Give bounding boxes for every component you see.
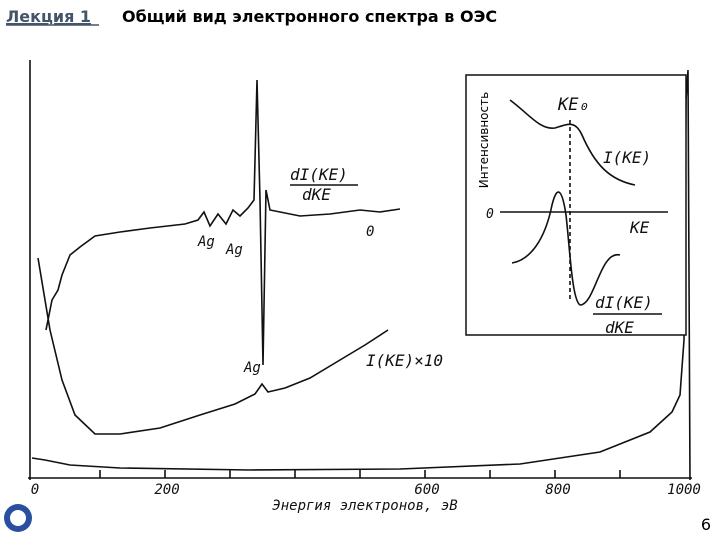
intensity-x10-curve bbox=[37, 257, 389, 435]
inset-derivative-curve bbox=[511, 191, 621, 306]
inset-derivative-num: dI(KE) bbox=[595, 293, 653, 312]
inset-derivative-den: dKE bbox=[605, 318, 634, 337]
inset-frame bbox=[465, 74, 687, 336]
intensity-x10-label: I(KE)×10 bbox=[366, 351, 443, 370]
page-number: 6 bbox=[701, 515, 711, 534]
x-axis-label: Энергия электронов, эВ bbox=[272, 498, 457, 514]
inset-y-label: Интенсивность bbox=[477, 92, 491, 188]
x-tick-label: 1000 bbox=[667, 482, 701, 498]
zero-label: 0 bbox=[366, 224, 374, 240]
inset-ke-label: KE bbox=[629, 218, 650, 237]
derivative-label-num: dI(KE) bbox=[290, 165, 348, 184]
slide-title: Общий вид электронного спектра в ОЭС bbox=[122, 7, 497, 26]
derivative-label-den: dKE bbox=[302, 185, 331, 204]
x-tick-label: 800 bbox=[545, 482, 570, 498]
lecture-label: Лекция 1 bbox=[6, 7, 91, 26]
derivative-curve bbox=[45, 79, 401, 366]
inset-intensity-curve bbox=[509, 99, 636, 186]
peak-label: Ag bbox=[243, 360, 261, 376]
inset-intensity-label: I(KE) bbox=[603, 148, 651, 167]
x-tick-label: 600 bbox=[414, 482, 439, 498]
peak-label: Ag bbox=[197, 234, 215, 250]
peak-label: Ag bbox=[225, 242, 243, 258]
inset-ke0-label: KE₀ bbox=[557, 95, 589, 115]
inset-zero-label: 0 bbox=[486, 207, 494, 222]
x-tick-label: 200 bbox=[154, 482, 179, 498]
logo-inner bbox=[10, 510, 26, 526]
x-tick-label: 0 bbox=[31, 482, 39, 498]
